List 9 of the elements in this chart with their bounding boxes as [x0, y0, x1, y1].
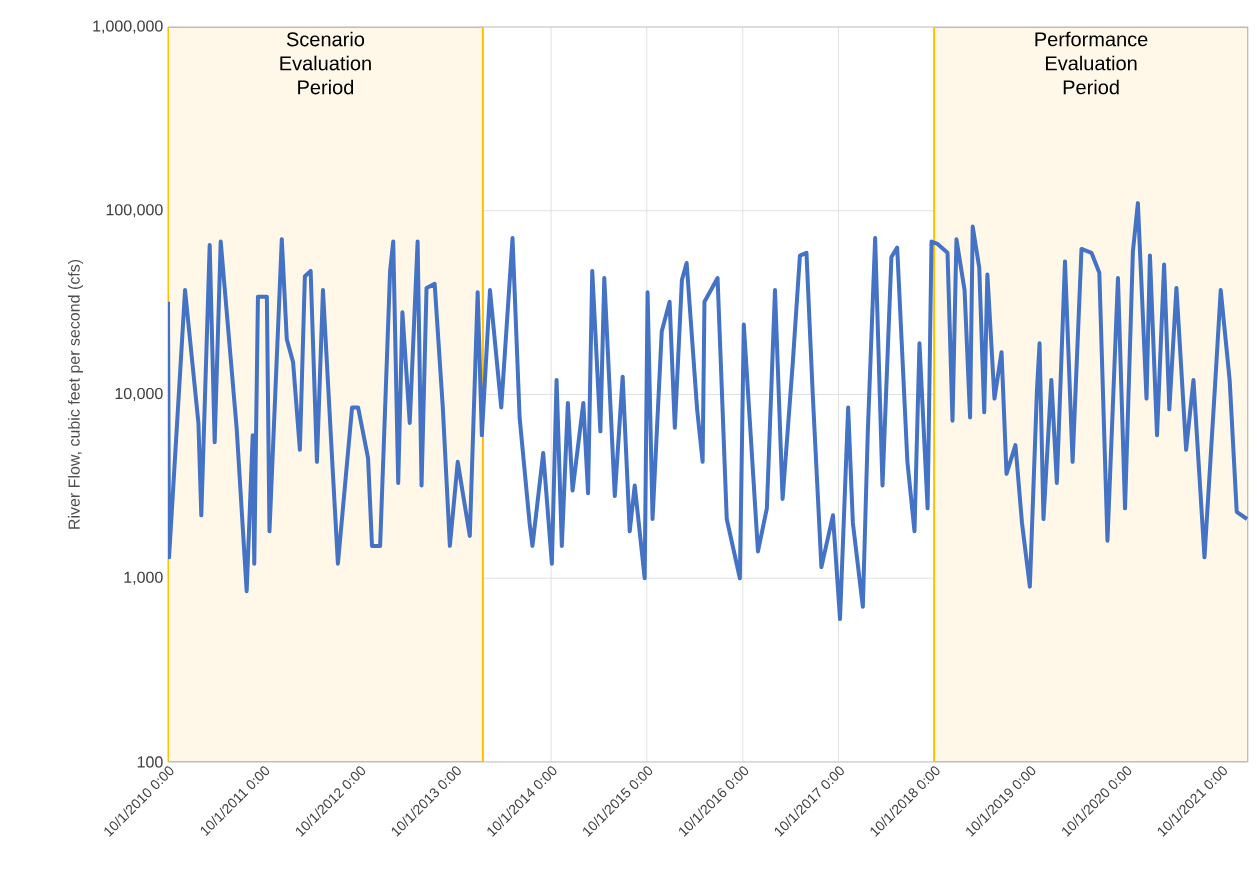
y-axis-title: River Flow, cubic feet per second (cfs): [68, 259, 83, 529]
y-tick-label: 100: [137, 756, 163, 768]
y-tick-label: 1,000,000: [93, 20, 163, 34]
y-tick-label: 100,000: [106, 204, 163, 218]
band-label: Performance Evaluation Period: [1035, 31, 1148, 95]
y-tick-label: 10,000: [115, 387, 163, 402]
line-series: [168, 201, 1248, 621]
band-label: Scenario Evaluation Period: [280, 31, 371, 95]
y-tick-label: 1,000: [124, 571, 163, 585]
